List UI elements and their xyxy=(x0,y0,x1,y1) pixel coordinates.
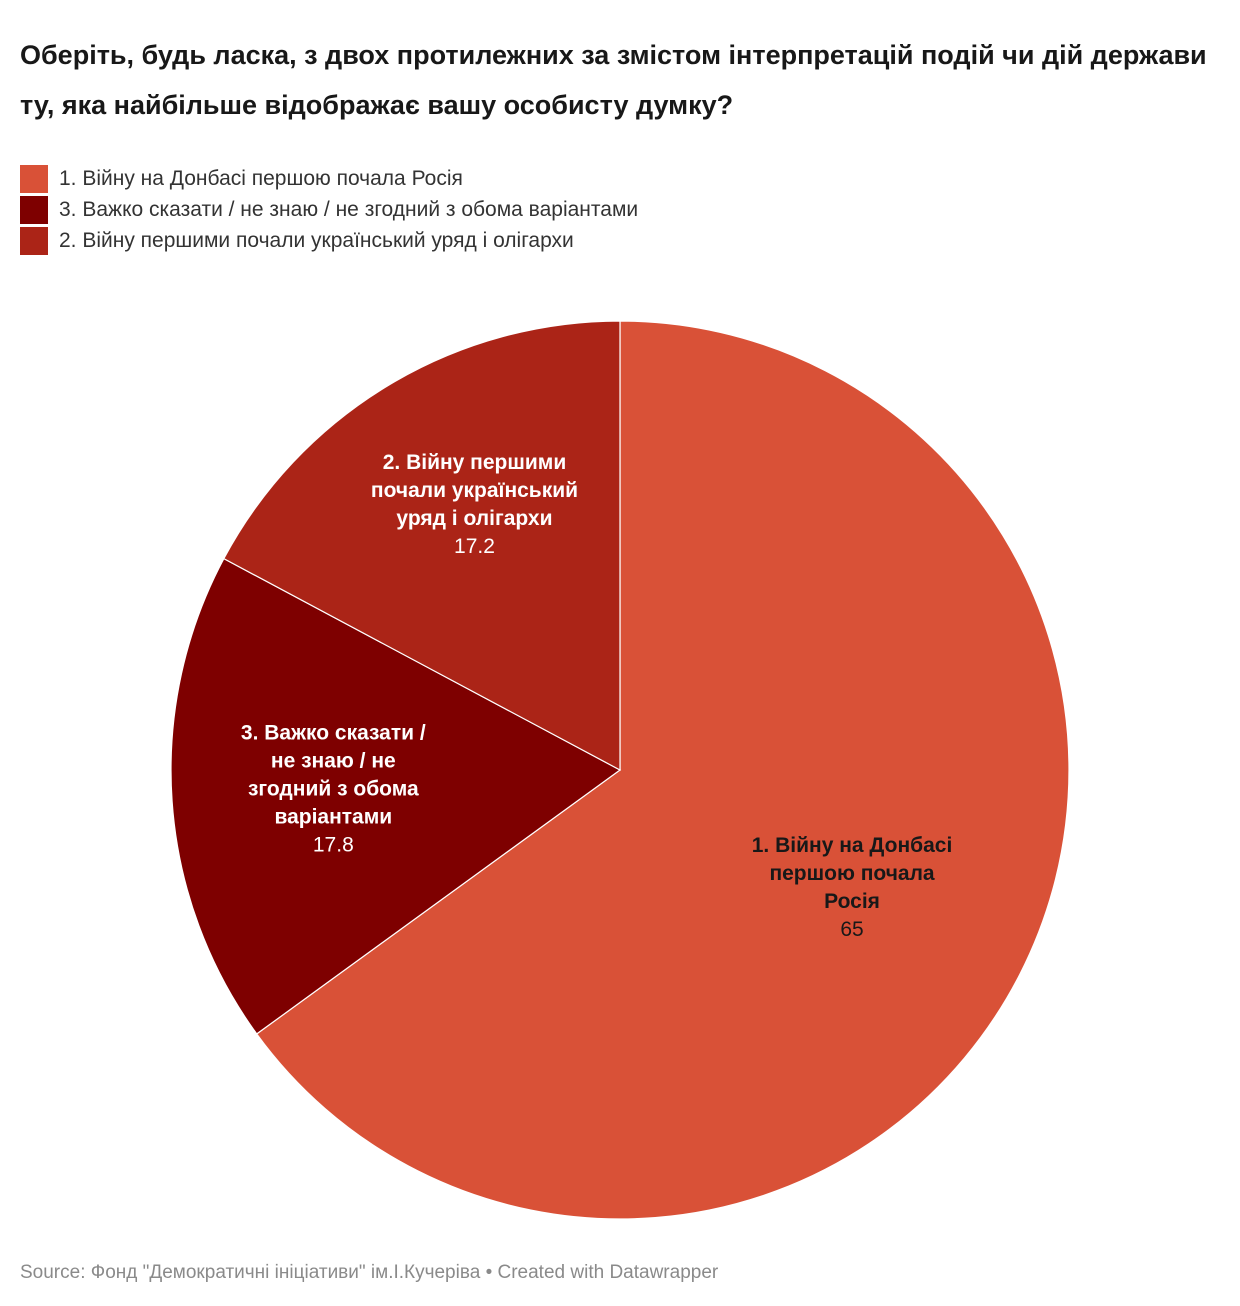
slice-label-text: Росія xyxy=(824,890,880,913)
slice-label-text: першою почала xyxy=(769,862,934,885)
slice-label: 1. Війну на Донбасі першою почала Росія 65 xyxy=(752,834,953,941)
slice-label: 2. Війну першими почали український уряд і… xyxy=(371,451,578,558)
legend: 1. Війну на Донбасі першою почала Росія … xyxy=(20,164,638,257)
slice-value-label: 65 xyxy=(840,918,863,941)
legend-label: 1. Війну на Донбасі першою почала Росія xyxy=(59,167,463,190)
slice-label-text: уряд і олігархи xyxy=(396,507,552,530)
slice-label-text: не знаю / не xyxy=(271,749,396,772)
slice-label-text: 1. Війну на Донбасі xyxy=(752,834,953,857)
pie-slice xyxy=(223,320,621,772)
legend-label: 3. Важко сказати / не знаю / не згодний … xyxy=(59,198,639,221)
chart-title: Оберіть, будь ласка, з двох протилежних … xyxy=(20,40,1207,120)
legend-item: 1. Війну на Донбасі першою почала Росія xyxy=(20,164,638,194)
slice-label-text: 2. Війну першими xyxy=(383,451,567,474)
slice-label-text: почали український xyxy=(371,479,578,502)
slice-value-label: 17.2 xyxy=(454,535,495,558)
slice-label-text: 3. Важко сказати / xyxy=(241,721,426,744)
legend-label: 2. Війну першими почали український уряд… xyxy=(59,229,574,252)
pie-slice xyxy=(255,320,1070,1220)
slice-label: 3. Важко сказати / не знаю / не згодний з … xyxy=(241,721,426,856)
source-footer: Source: Фонд "Демократичні ініціативи" і… xyxy=(20,1262,719,1283)
pie-slice xyxy=(170,557,622,1035)
legend-swatch xyxy=(20,165,48,193)
legend-swatch xyxy=(20,227,48,255)
slice-value-label: 17.8 xyxy=(313,833,354,856)
slice-label-text: згодний з обома xyxy=(248,777,419,800)
legend-swatch xyxy=(20,196,48,224)
slice-label-text: варіантами xyxy=(274,805,392,828)
legend-item: 3. Важко сказати / не знаю / не згодний … xyxy=(20,195,638,225)
legend-item: 2. Війну першими почали український уряд… xyxy=(20,226,638,256)
